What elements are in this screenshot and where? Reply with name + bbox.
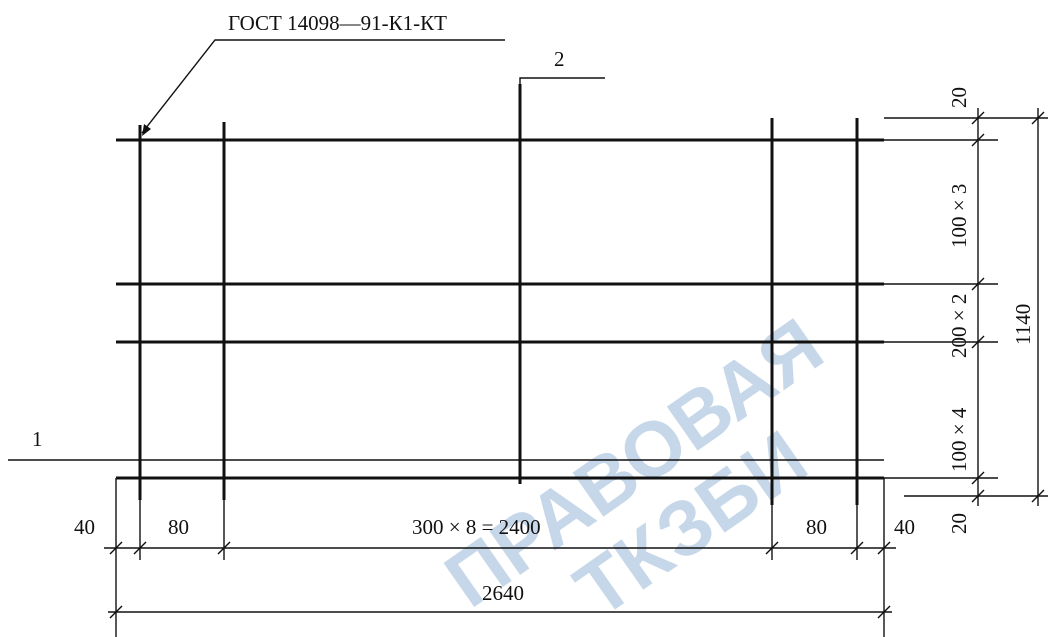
- dim-total-height: 1140: [1011, 304, 1035, 345]
- dim-lower: 100 × 4: [947, 407, 971, 472]
- tick: [109, 541, 123, 555]
- tick: [971, 111, 985, 125]
- standard-leader: [141, 39, 505, 134]
- tick: [877, 541, 891, 555]
- dim-left-pitch: 80: [168, 515, 189, 539]
- tick: [877, 605, 891, 619]
- tick: [1031, 111, 1045, 125]
- horizontal-dimensions: 40 80 300 × 8 = 2400 80 40 2640: [74, 478, 915, 637]
- tick: [971, 335, 985, 349]
- tick: [133, 541, 147, 555]
- callout-2: 2: [519, 47, 605, 95]
- dim-bottom-edge: 20: [947, 513, 971, 534]
- tick: [971, 133, 985, 147]
- vertical-dimensions: 20 100 × 3 200 × 2 100 × 4 20 1140: [884, 87, 1048, 534]
- tick: [109, 605, 123, 619]
- standard-callout: ГОСТ 14098—91-К1-КТ: [141, 11, 505, 136]
- tick: [217, 541, 231, 555]
- dim-left-edge: 40: [74, 515, 95, 539]
- standard-label: ГОСТ 14098—91-К1-КТ: [228, 11, 447, 35]
- dim-right-edge: 40: [894, 515, 915, 539]
- horizontal-bars: [116, 138, 884, 480]
- callout-2-leader: [519, 77, 605, 95]
- dim-right-pitch: 80: [806, 515, 827, 539]
- tick: [971, 471, 985, 485]
- tick: [971, 277, 985, 291]
- dim-upper: 100 × 3: [947, 184, 971, 248]
- tick: [1031, 489, 1045, 503]
- tick: [971, 489, 985, 503]
- tick: [850, 541, 864, 555]
- dim-middle: 300 × 8 = 2400: [412, 515, 541, 539]
- standard-leader-arrowhead: [142, 124, 151, 136]
- callout-2-label: 2: [554, 47, 565, 71]
- dim-top-edge: 20: [947, 87, 971, 108]
- dim-center: 200 × 2: [947, 294, 971, 358]
- callout-1-label: 1: [32, 427, 43, 451]
- dim-total-width: 2640: [482, 581, 524, 605]
- vertical-bars: [138, 84, 859, 505]
- tick: [765, 541, 779, 555]
- callout-1: 1: [8, 427, 884, 461]
